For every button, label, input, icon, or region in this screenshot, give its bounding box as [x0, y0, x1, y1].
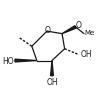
Text: OH: OH [80, 50, 92, 59]
Polygon shape [51, 61, 53, 76]
Text: OH: OH [46, 78, 58, 87]
Text: O: O [76, 21, 82, 30]
Text: O: O [45, 26, 51, 35]
Polygon shape [62, 26, 76, 34]
Text: Me: Me [85, 30, 95, 36]
Polygon shape [15, 59, 37, 62]
Text: HO: HO [3, 57, 14, 66]
